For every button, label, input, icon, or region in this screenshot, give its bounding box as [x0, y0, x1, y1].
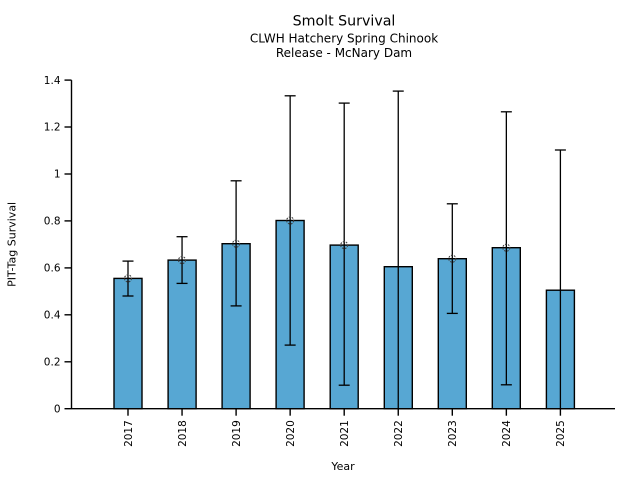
x-tick-label-2023: 2023	[447, 420, 459, 447]
chart-title: Smolt Survival	[293, 14, 396, 30]
y-tick-label-1: 1	[54, 169, 61, 181]
x-tick-label-2022: 2022	[393, 420, 405, 447]
point-marker-2024	[502, 243, 511, 252]
y-tick-label-1.4: 1.4	[44, 75, 61, 87]
x-tick-label-2018: 2018	[177, 420, 189, 447]
point-marker-2018	[178, 256, 187, 265]
point-marker-2021	[340, 241, 349, 250]
point-marker-2017	[123, 274, 133, 283]
point-marker-2023	[448, 254, 457, 263]
point-marker-2020	[286, 216, 295, 225]
y-axis-label: PIT-Tag Survival	[6, 202, 19, 287]
x-tick-label-2025: 2025	[555, 420, 567, 447]
y-tick-label-1.2: 1.2	[44, 122, 61, 134]
chart-subtitle-line-2: Release - McNary Dam	[276, 46, 412, 60]
x-tick-label-2024: 2024	[501, 420, 513, 447]
point-marker-2019	[232, 239, 241, 248]
x-tick-label-2021: 2021	[339, 420, 351, 447]
x-tick-label-2019: 2019	[231, 420, 243, 447]
y-tick-label-0: 0	[54, 403, 61, 415]
bar-2017	[113, 277, 143, 410]
y-tick-label-0.6: 0.6	[44, 263, 61, 275]
x-tick-label-2017: 2017	[123, 420, 135, 447]
x-tick-label-2020: 2020	[285, 420, 297, 447]
y-tick-label-0.2: 0.2	[44, 357, 61, 369]
chart-subtitle-line-1: CLWH Hatchery Spring Chinook	[250, 32, 438, 46]
x-axis-label: Year	[330, 460, 355, 473]
axes-layer	[64, 79, 615, 416]
tick-labels-layer: 0 0.2 0.4 0.6 0.8 1 1.2 1.4 2017 2018 2019 2020 2021…	[44, 75, 567, 447]
y-tick-label-0.4: 0.4	[44, 310, 61, 322]
bar-2018	[167, 259, 197, 410]
y-tick-label-0.8: 0.8	[44, 216, 61, 228]
error-bars-layer	[122, 90, 566, 409]
